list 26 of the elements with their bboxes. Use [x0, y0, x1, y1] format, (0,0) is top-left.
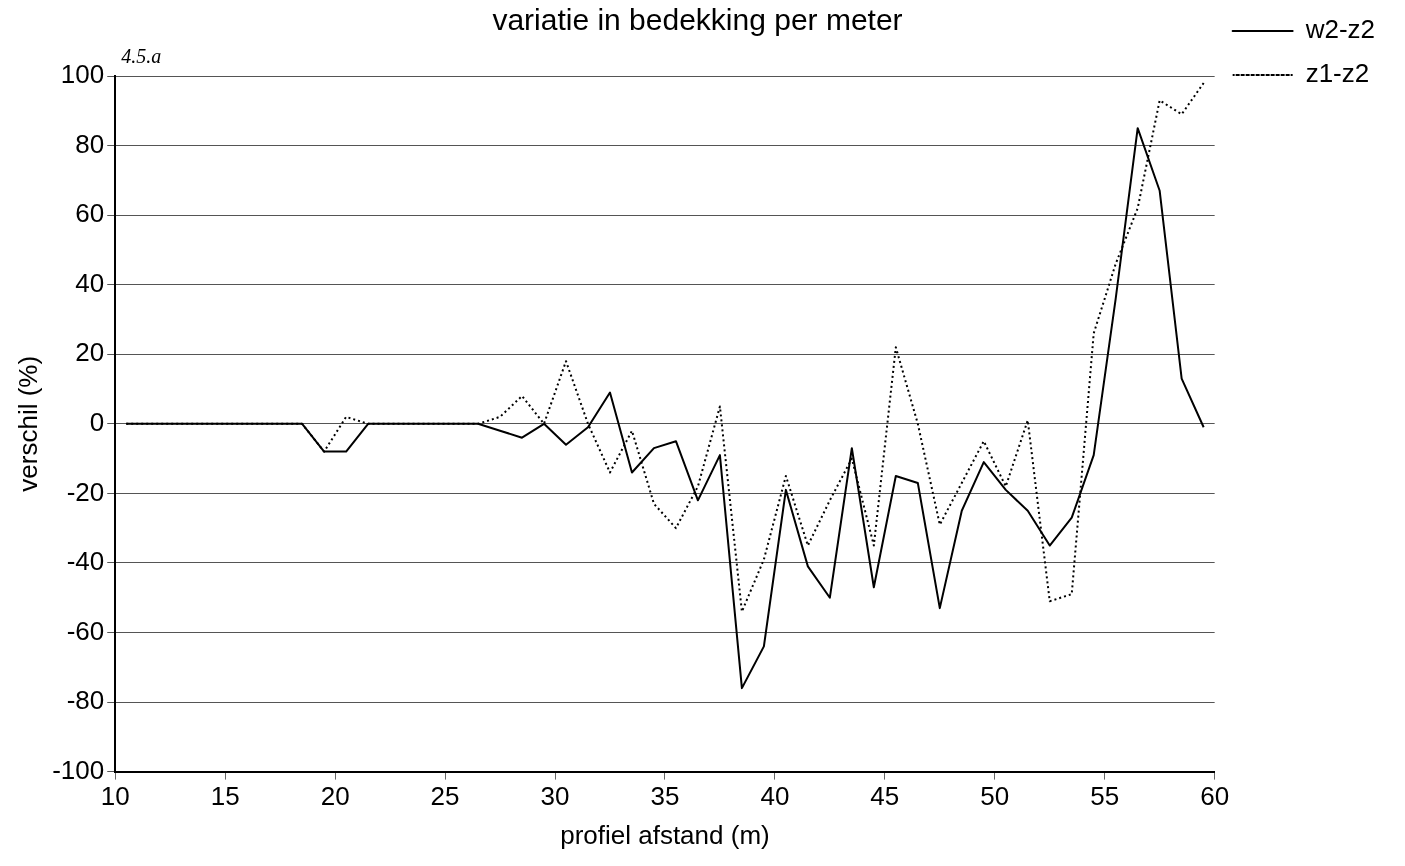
x-tick-label: 30 — [540, 781, 570, 812]
text: 4.5.a — [121, 45, 162, 68]
y-tick-label: -40 — [66, 546, 105, 577]
y-tick-label: -80 — [66, 685, 105, 716]
y-axis-title: verschil (%) — [12, 355, 43, 492]
x-tick-label: 45 — [870, 781, 900, 812]
x-tick-label: 25 — [430, 781, 460, 812]
x-tick-label: 40 — [760, 781, 790, 812]
y-tick-label: 60 — [75, 198, 105, 229]
x-tick-label: 55 — [1090, 781, 1120, 812]
x-tick-label: 20 — [320, 781, 350, 812]
x-tick-label: 50 — [980, 781, 1010, 812]
y-tick-label: -60 — [66, 615, 105, 646]
x-tick-label: 35 — [650, 781, 680, 812]
y-tick-label: 100 — [60, 59, 105, 90]
legend-label: w2-z2 — [1304, 14, 1375, 45]
y-tick-label: 20 — [75, 337, 105, 368]
legend-label: z1-z2 — [1305, 58, 1370, 89]
y-tick-label: 40 — [75, 267, 105, 298]
x-tick-label: 60 — [1200, 781, 1230, 812]
x-tick-label: 15 — [210, 781, 240, 812]
chart-title: variatie in bedekking per meter — [492, 3, 903, 37]
y-tick-label: -20 — [66, 476, 105, 507]
x-axis-title: profiel afstand (m) — [560, 819, 770, 850]
y-tick-label: 80 — [75, 128, 105, 159]
y-tick-label: 0 — [89, 406, 105, 437]
